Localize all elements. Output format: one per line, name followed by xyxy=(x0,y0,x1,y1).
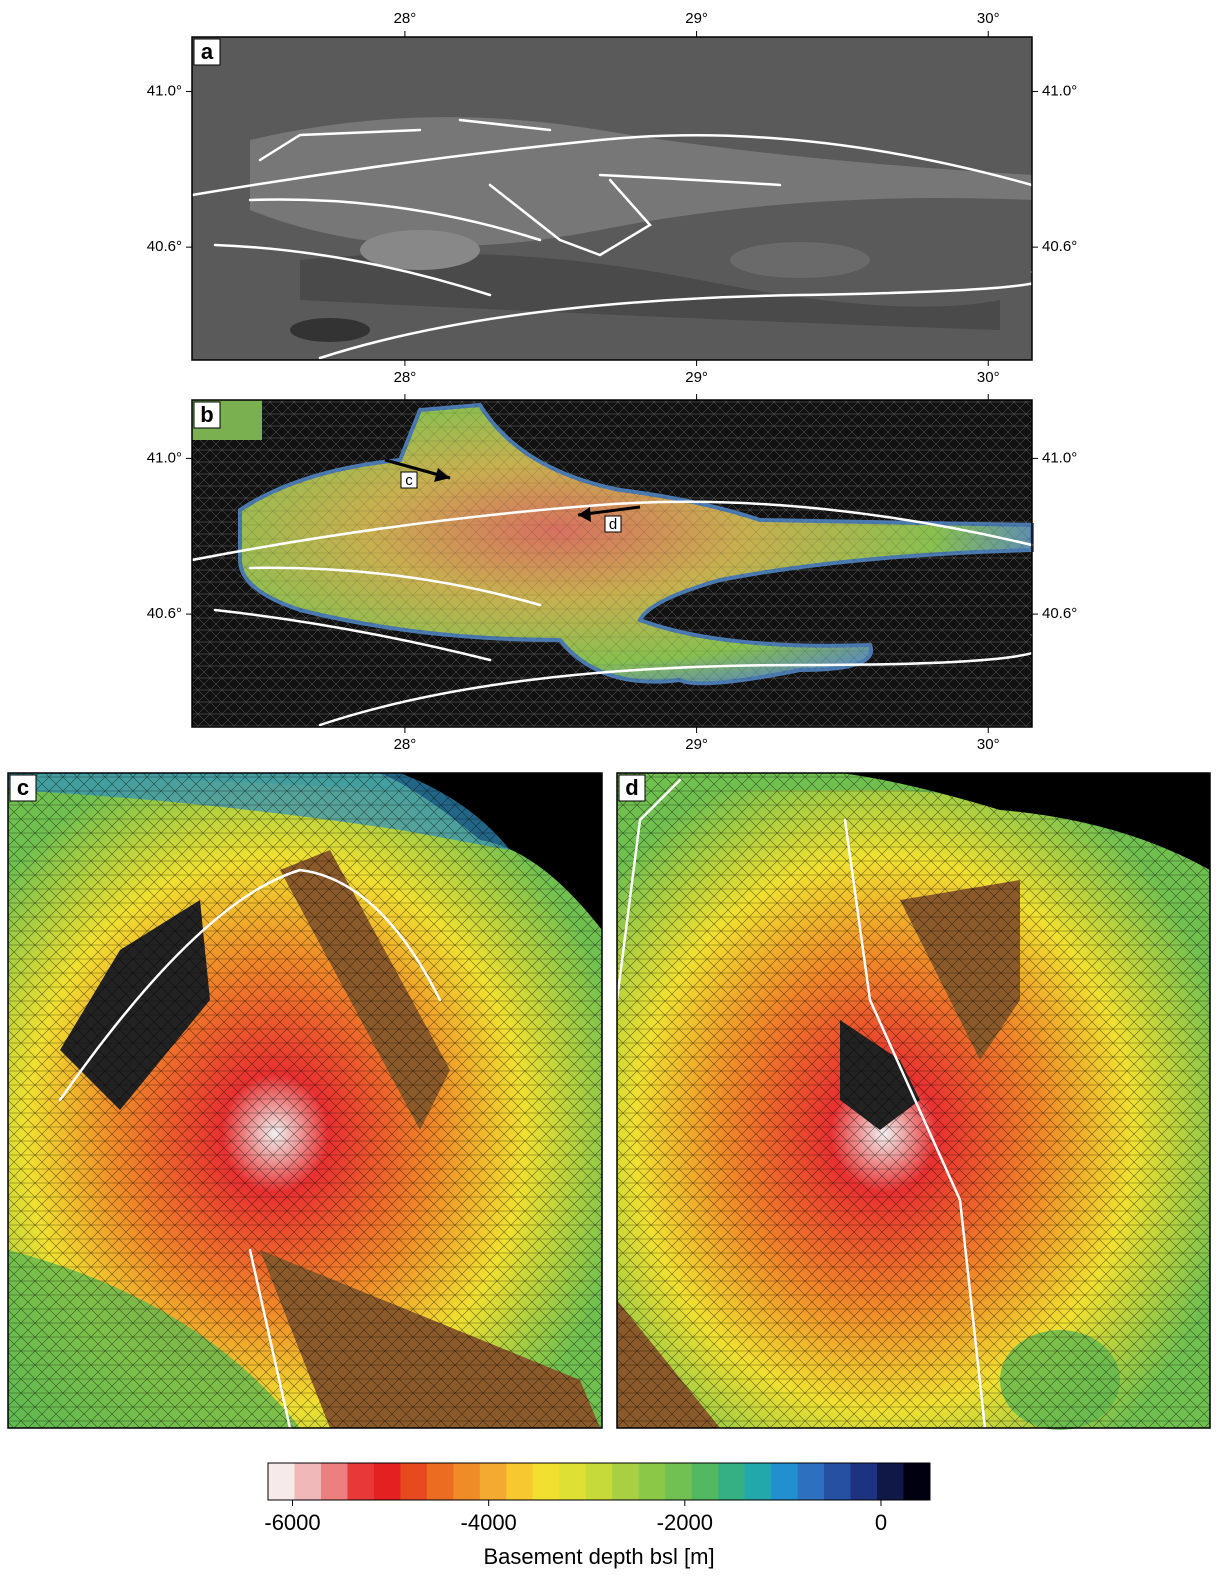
y-tick-label: 40.6° xyxy=(1042,605,1077,622)
y-tick-label: 41.0° xyxy=(147,449,182,466)
colorbar-swatch xyxy=(294,1463,322,1500)
colorbar-tick-label: -6000 xyxy=(264,1510,320,1535)
frames xyxy=(7,36,1211,1429)
colorbar-swatch xyxy=(400,1463,428,1500)
colorbar-swatch xyxy=(532,1463,560,1500)
colorbar-swatch xyxy=(373,1463,401,1500)
colorbar-swatch xyxy=(559,1463,587,1500)
panel-label: a xyxy=(201,39,214,64)
colorbar-tick-label: 0 xyxy=(875,1510,887,1535)
colorbar-swatch xyxy=(585,1463,613,1500)
annotation: d xyxy=(609,516,617,533)
colorbar-swatch xyxy=(479,1463,507,1500)
x-tick-label: 28° xyxy=(394,10,417,27)
colorbar-swatch xyxy=(612,1463,640,1500)
panel-label: b xyxy=(200,402,213,427)
panel-label-box xyxy=(9,774,37,802)
colorbar-tick-label: -4000 xyxy=(461,1510,517,1535)
x-tick-label: 29° xyxy=(685,10,708,27)
x-tick-label: 28° xyxy=(394,736,417,753)
y-tick-label: 41.0° xyxy=(1042,82,1077,99)
colorbar-swatch xyxy=(824,1463,852,1500)
y-tick-label: 40.6° xyxy=(147,238,182,255)
panel-d-view xyxy=(615,773,1210,1430)
colorbar-swatch xyxy=(506,1463,534,1500)
panel-label: d xyxy=(625,775,638,800)
annotation: c xyxy=(405,472,413,489)
x-tick-label: 28° xyxy=(394,369,417,386)
y-tick-label: 41.0° xyxy=(147,82,182,99)
x-tick-label: 29° xyxy=(685,736,708,753)
colorbar-swatch xyxy=(638,1463,666,1500)
colorbar-swatch xyxy=(320,1463,348,1500)
colorbar-swatch xyxy=(744,1463,772,1500)
colorbar-swatch xyxy=(903,1463,931,1500)
colorbar-tick-label: -2000 xyxy=(657,1510,713,1535)
colorbar-swatch xyxy=(453,1463,481,1500)
panel-label-box xyxy=(193,401,221,429)
panel-label-box xyxy=(193,38,221,66)
colorbar-swatch xyxy=(797,1463,825,1500)
colorbar-swatch xyxy=(877,1463,905,1500)
panel-c-view xyxy=(8,640,602,1430)
panel-label: c xyxy=(17,775,29,800)
y-tick-label: 40.6° xyxy=(1042,238,1077,255)
colorbar-swatch xyxy=(691,1463,719,1500)
colorbar-title: Basement depth bsl [m] xyxy=(483,1544,714,1569)
colorbar-swatch xyxy=(850,1463,878,1500)
colorbar-swatch xyxy=(347,1463,375,1500)
panel-b-map xyxy=(190,400,1046,727)
colorbar-swatch xyxy=(771,1463,799,1500)
colorbar-swatch xyxy=(268,1463,295,1500)
colorbar-swatch xyxy=(426,1463,454,1500)
x-tick-label: 29° xyxy=(685,369,708,386)
panel-a-map xyxy=(190,37,1046,360)
colorbar-swatch xyxy=(665,1463,693,1500)
x-tick-label: 30° xyxy=(977,369,1000,386)
y-tick-label: 40.6° xyxy=(147,605,182,622)
colorbar-frame xyxy=(267,1462,931,1501)
colorbar-swatch xyxy=(718,1463,746,1500)
x-tick-label: 30° xyxy=(977,736,1000,753)
x-tick-label: 30° xyxy=(977,10,1000,27)
y-tick-label: 41.0° xyxy=(1042,449,1077,466)
panel-label-box xyxy=(618,774,646,802)
